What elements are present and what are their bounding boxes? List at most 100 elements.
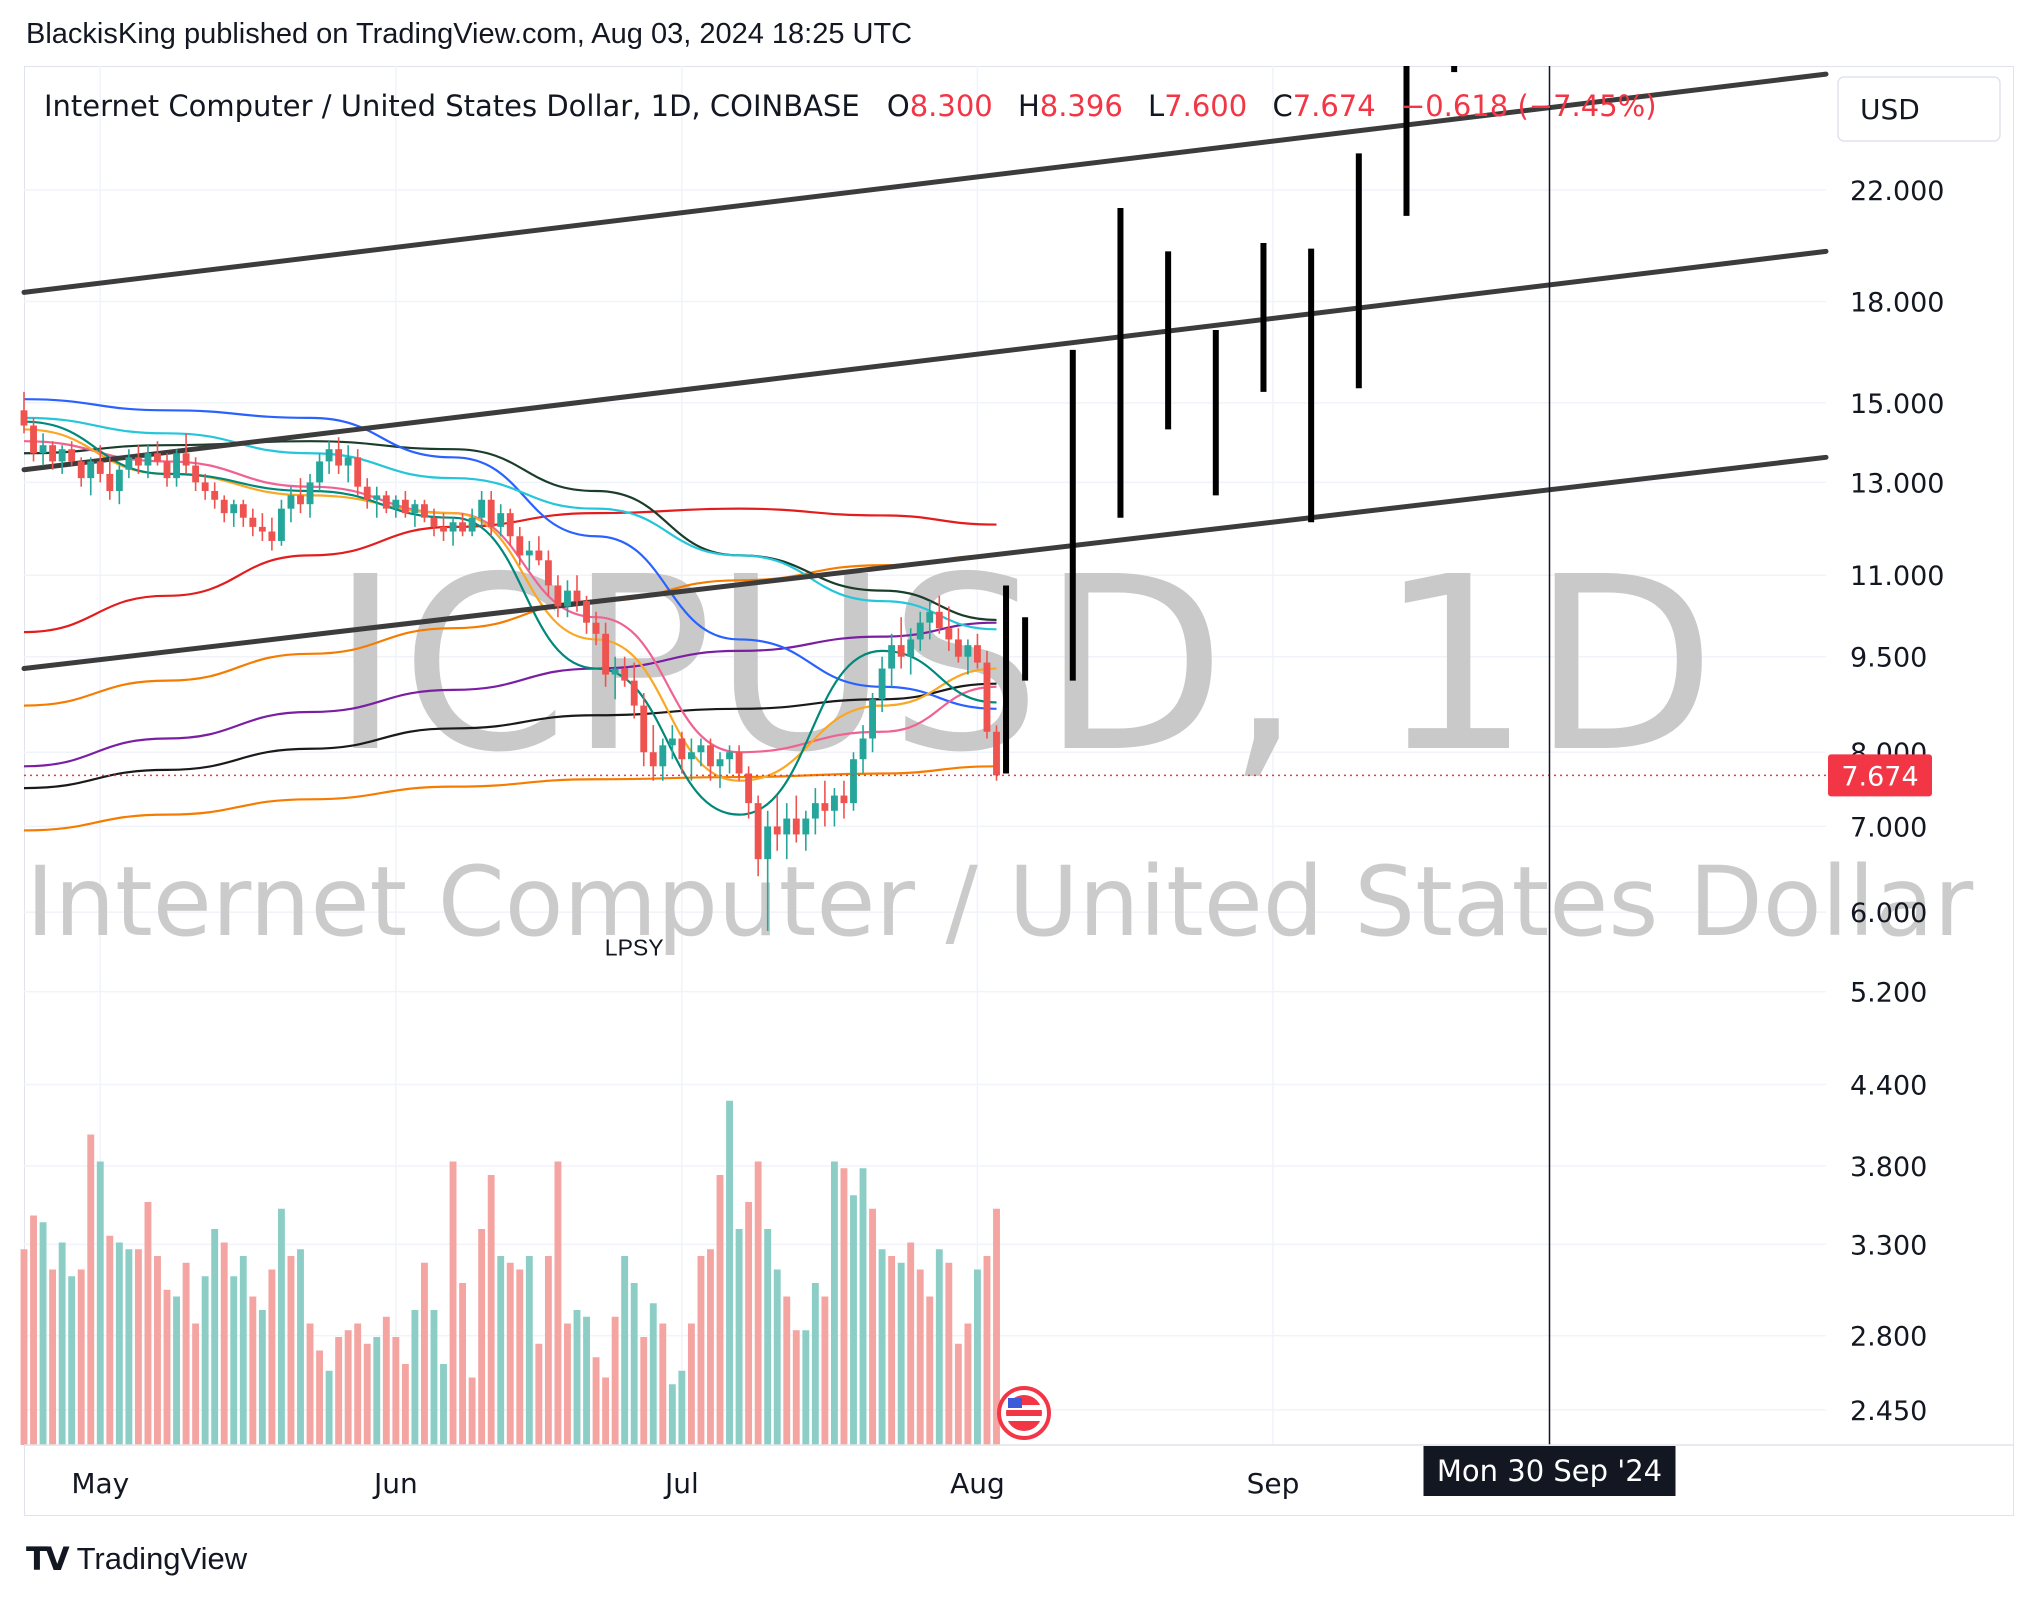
moving-average-line: [23, 440, 997, 754]
candle-body: [144, 453, 152, 466]
volume-bar: [773, 1269, 781, 1445]
candle-body: [58, 449, 66, 462]
candle-body: [77, 461, 85, 479]
price-tick-label: 7.000: [1850, 812, 1927, 843]
currency-button-label[interactable]: USD: [1860, 93, 1920, 126]
candle: [916, 611, 924, 651]
candle-body: [249, 517, 257, 527]
volume-bar: [897, 1262, 905, 1445]
candle: [621, 656, 629, 687]
channel-trend-lines: [21, 71, 1829, 672]
candle: [87, 457, 95, 496]
candle: [20, 391, 28, 434]
candle: [611, 656, 619, 700]
volume-bar: [649, 1303, 657, 1445]
volume-bar: [487, 1175, 495, 1445]
candle: [583, 595, 590, 634]
volume-bar: [411, 1310, 419, 1445]
volume-bar: [783, 1296, 791, 1445]
volume-bar: [77, 1269, 85, 1445]
price-tick-label: 5.200: [1850, 978, 1927, 1009]
price-tick-label: 2.450: [1850, 1396, 1927, 1427]
volume-bar: [173, 1296, 180, 1445]
volume-bar: [621, 1256, 629, 1445]
candle-body: [993, 731, 1000, 776]
candle: [497, 504, 505, 537]
candle-body: [154, 453, 161, 462]
candle: [850, 752, 857, 811]
volume-bar: [430, 1310, 438, 1445]
moving-average-line: [23, 621, 997, 768]
candle-body: [687, 752, 695, 760]
candle: [821, 780, 829, 827]
volume-bar: [869, 1208, 876, 1445]
candle-body: [192, 465, 200, 483]
volume-bar: [916, 1269, 924, 1445]
candle: [525, 540, 533, 571]
candle: [983, 650, 991, 739]
volume-bar: [106, 1235, 114, 1445]
volume-bar: [544, 1256, 552, 1445]
candle: [392, 495, 400, 518]
candle: [726, 745, 733, 774]
currency-button[interactable]: USD: [1837, 76, 2001, 142]
volume-bar: [668, 1384, 676, 1445]
candle-body: [564, 590, 571, 607]
candle: [154, 441, 161, 466]
candle: [602, 622, 610, 687]
volume-bar: [716, 1175, 724, 1445]
events-flag[interactable]: [997, 1386, 1051, 1440]
volume-bar: [335, 1337, 343, 1445]
candle: [859, 725, 867, 774]
candlesticks: [20, 391, 1000, 931]
volume-bar: [268, 1269, 276, 1445]
svg-text:Internet Computer / United Sta: Internet Computer / United States Dollar…: [44, 89, 1657, 123]
candle-body: [125, 457, 133, 470]
volume-bar: [735, 1229, 743, 1445]
candle: [335, 437, 343, 474]
volume-bar: [49, 1269, 57, 1445]
volume-bar: [249, 1296, 257, 1445]
volume-bar: [468, 1377, 476, 1445]
candle-body: [821, 803, 829, 811]
projection-bars: [1003, 66, 1458, 774]
volume-bar: [344, 1330, 352, 1445]
tradingview-logo[interactable]: TV TradingView: [26, 1540, 247, 1578]
volume-bar: [192, 1323, 200, 1445]
candle-body: [668, 738, 676, 746]
candle-body: [106, 473, 114, 492]
price-axis[interactable]: 22.00018.00015.00013.00011.0009.5008.000…: [1850, 176, 1944, 1427]
volume-bar: [497, 1256, 505, 1445]
moving-average-line: [23, 554, 997, 707]
candle: [840, 780, 848, 819]
candle-body: [583, 601, 590, 623]
candle-body: [239, 504, 247, 518]
candle-body: [287, 495, 295, 509]
volume-bar: [764, 1229, 772, 1445]
price-tick-label: 11.000: [1850, 561, 1944, 592]
volume-bar: [630, 1283, 638, 1445]
lpsy-annotation: LPSY: [605, 934, 664, 960]
time-axis[interactable]: May Jun Jul Aug Sep: [71, 1467, 1299, 1500]
candle: [640, 692, 648, 767]
volume-bar: [840, 1168, 848, 1445]
candle: [268, 517, 276, 551]
trend-line: [21, 454, 1829, 672]
candle: [468, 508, 476, 537]
legend-high-value: 8.396: [1040, 89, 1123, 123]
candle: [630, 662, 638, 719]
candle: [344, 445, 352, 483]
candle-body: [401, 499, 409, 514]
candle-body: [726, 752, 733, 760]
candle-body: [382, 495, 390, 509]
candle: [201, 473, 209, 500]
legend: Internet Computer / United States Dollar…: [44, 89, 1657, 123]
candle: [115, 465, 123, 505]
volume-bar: [478, 1229, 486, 1445]
candle: [935, 595, 943, 634]
volume-bar: [506, 1262, 514, 1445]
candle: [964, 639, 972, 675]
candle-body: [630, 680, 638, 706]
volume-bar: [316, 1350, 323, 1445]
